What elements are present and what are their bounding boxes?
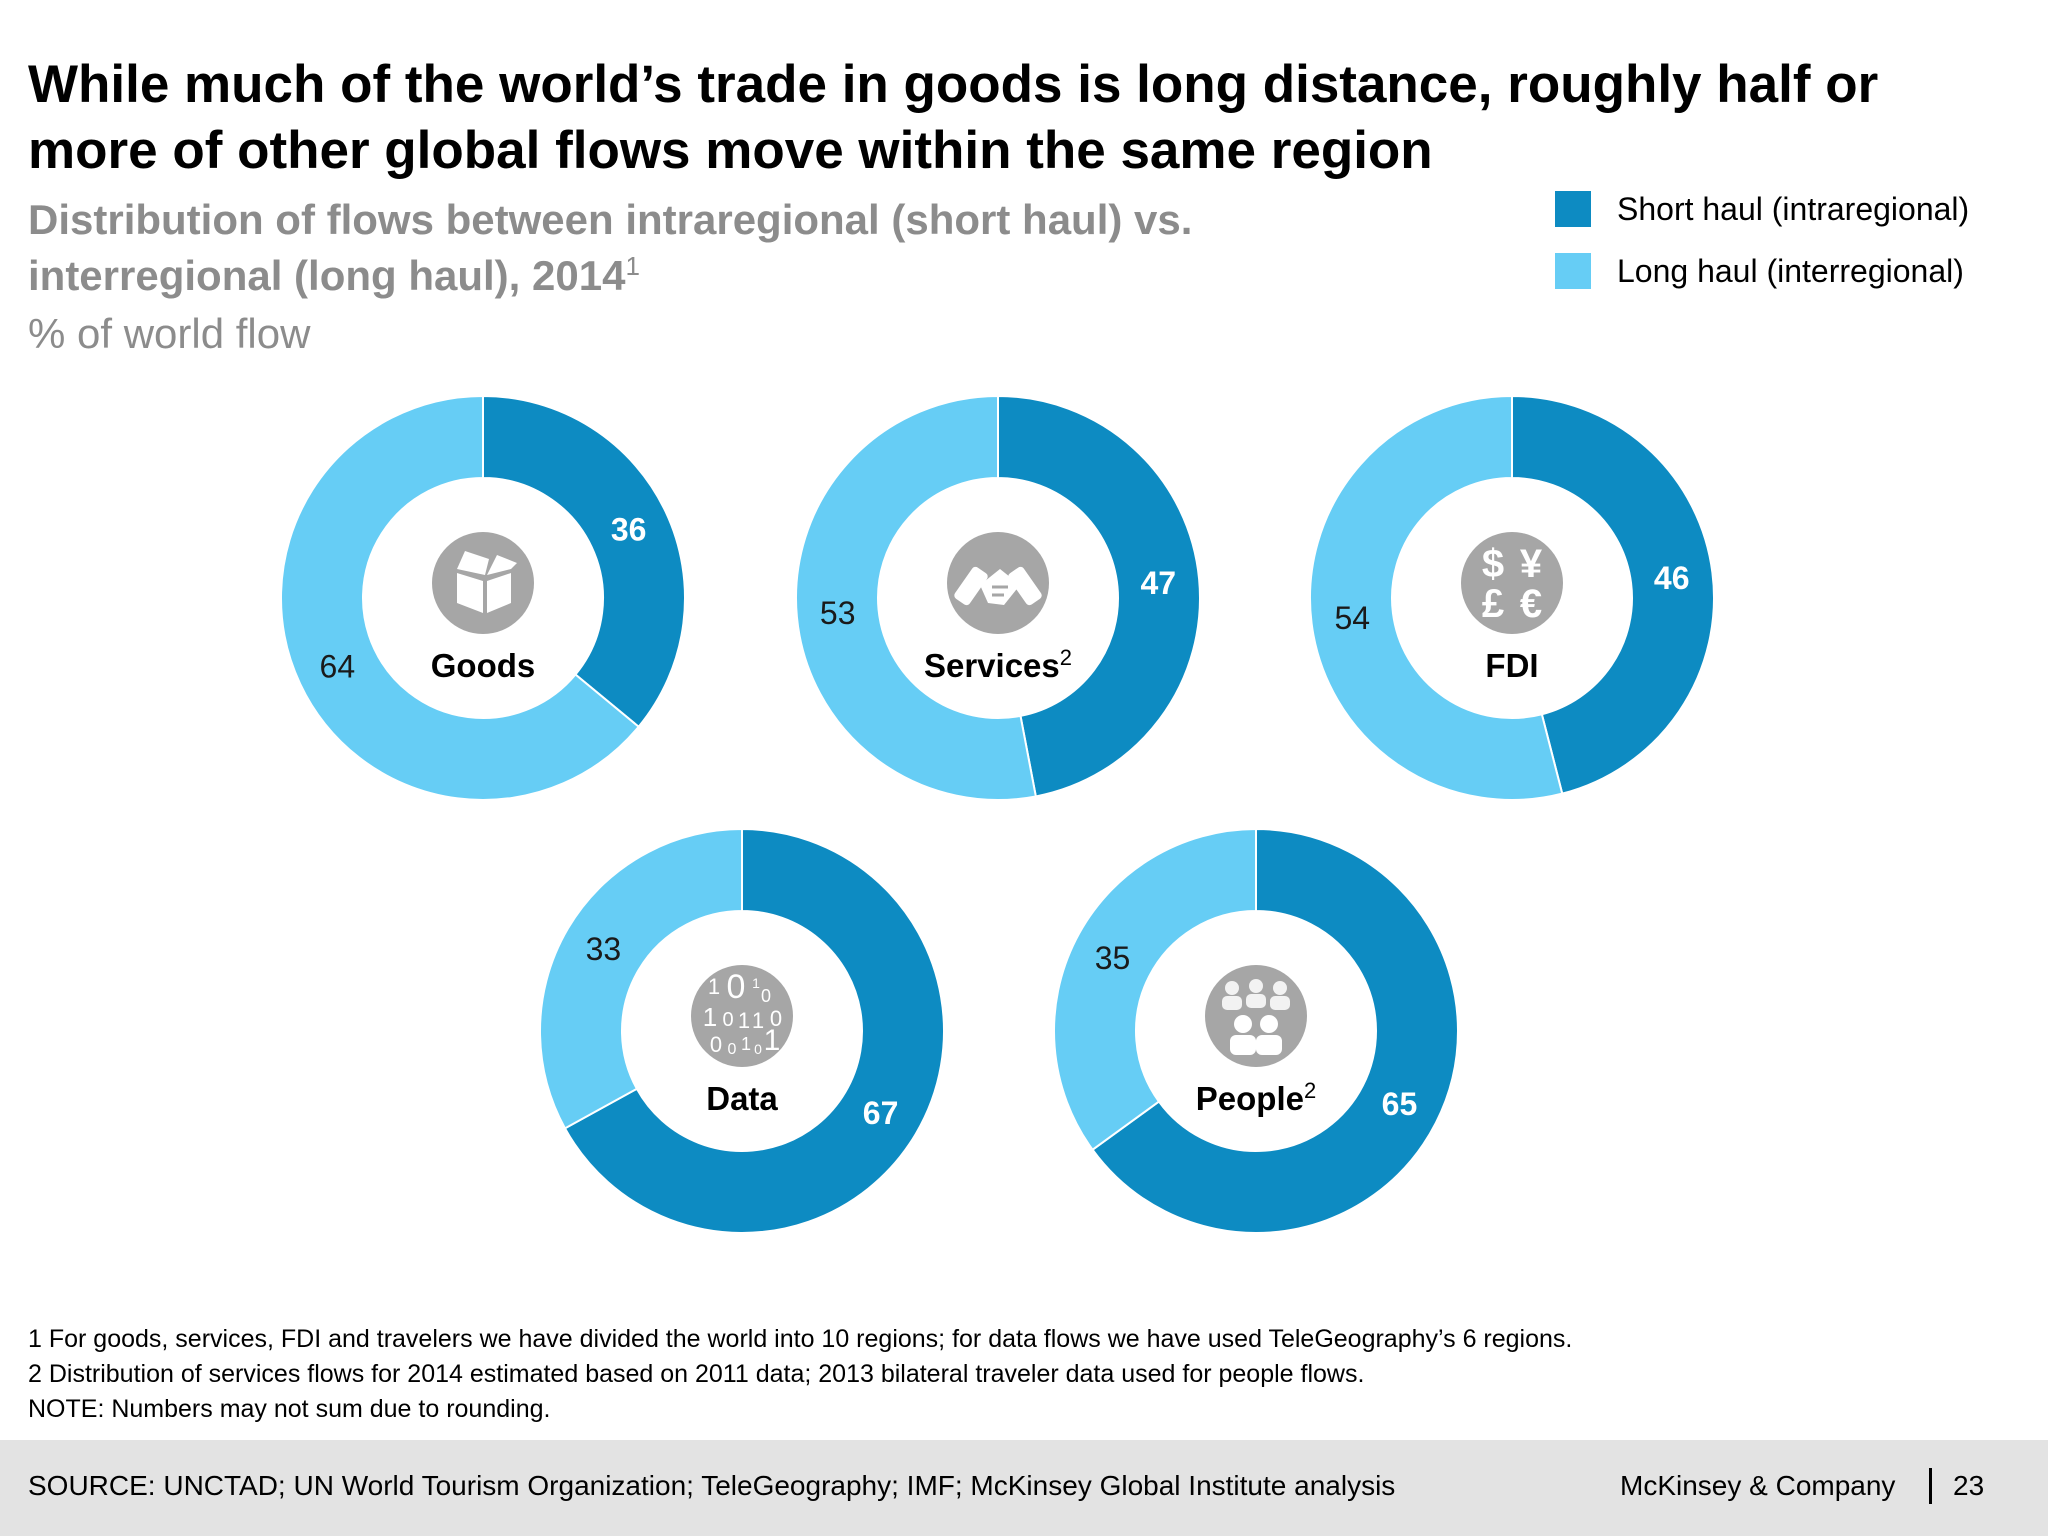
donut-people: 65 35 People2 [1053, 827, 1460, 1234]
slice-long-haul-fdi [1309, 394, 1564, 801]
slice-short-haul-services [997, 394, 1201, 798]
svg-text:¥: ¥ [1520, 542, 1543, 586]
svg-text:1: 1 [752, 975, 760, 991]
svg-text:0: 0 [761, 986, 771, 1006]
footnote-note: NOTE: Numbers may not sum due to roundin… [28, 1395, 551, 1423]
legend-swatch-long-haul [1555, 253, 1591, 289]
svg-text:1: 1 [708, 974, 720, 999]
donut-goods: 36 64 Goods [280, 394, 686, 801]
category-label-fdi: FDI [1485, 647, 1538, 684]
svg-text:1: 1 [741, 1034, 751, 1054]
svg-text:1: 1 [738, 1008, 750, 1033]
source-note: SOURCE: UNCTAD; UN World Tourism Organiz… [28, 1470, 1396, 1501]
svg-text:0: 0 [722, 1009, 733, 1031]
svg-text:1: 1 [764, 1024, 781, 1057]
category-label-data: Data [706, 1080, 778, 1117]
donut-services: 47 53 Services2 [795, 394, 1201, 801]
svg-text:0: 0 [727, 968, 746, 1006]
svg-text:£: £ [1482, 582, 1504, 626]
svg-text:0: 0 [728, 1041, 737, 1058]
svg-text:1: 1 [703, 1002, 717, 1032]
slice-long-haul-services [795, 394, 1038, 801]
currency-icon: $ ¥ £ € [1461, 532, 1563, 634]
value-short-haul-goods: 36 [611, 511, 647, 547]
slice-short-haul-fdi [1511, 394, 1715, 795]
footnote-2: 2 Distribution of services flows for 201… [28, 1360, 1365, 1388]
legend-item-short-haul: Short haul (intraregional) [1555, 190, 1969, 228]
category-label-services: Services2 [924, 645, 1072, 684]
legend-label-short-haul: Short haul (intraregional) [1617, 190, 1970, 227]
svg-text:1: 1 [752, 1008, 764, 1033]
svg-text:0: 0 [754, 1041, 762, 1057]
company-name: McKinsey & Company [1620, 1470, 1896, 1501]
svg-text:€: € [1520, 582, 1542, 626]
footer-bar: SOURCE: UNCTAD; UN World Tourism Organiz… [0, 1440, 2048, 1536]
people-icon [1205, 965, 1307, 1067]
legend-label-long-haul: Long haul (interregional) [1617, 252, 1964, 289]
footnotes: 1 For goods, services, FDI and travelers… [28, 1322, 2018, 1427]
page-title: While much of the world’s trade in goods… [28, 55, 1879, 180]
handshake-icon [947, 532, 1049, 634]
subtitle-text: Distribution of flows between intraregio… [28, 196, 1193, 299]
legend-swatch-short-haul [1555, 191, 1591, 227]
slice-long-haul-goods [280, 394, 641, 801]
footnote-1: 1 For goods, services, FDI and travelers… [28, 1325, 1573, 1353]
icon-badge [691, 965, 793, 1067]
svg-text:0: 0 [710, 1032, 722, 1057]
slice-short-haul-data [563, 827, 945, 1234]
chart-unit: % of world flow [28, 310, 311, 357]
value-short-haul-services: 47 [1140, 565, 1176, 601]
value-long-haul-people: 35 [1095, 940, 1131, 976]
slice-long-haul-data [539, 827, 743, 1130]
value-long-haul-goods: 64 [320, 649, 356, 685]
donut-fdi: 46 54 $ ¥ £ € FDI [1309, 394, 1715, 801]
value-long-haul-data: 33 [586, 931, 622, 967]
slice-short-haul-goods [482, 394, 686, 729]
slice-short-haul-people [1091, 827, 1460, 1234]
chart-subtitle: Distribution of flows between intraregio… [28, 192, 1428, 304]
legend: Short haul (intraregional) Long haul (in… [1555, 190, 1969, 314]
category-label-goods: Goods [431, 647, 536, 684]
value-short-haul-data: 67 [863, 1095, 899, 1131]
category-label-people: People2 [1196, 1078, 1316, 1117]
footer-separator [1929, 1468, 1932, 1504]
subtitle-footnote-marker: 1 [625, 251, 640, 281]
value-short-haul-people: 65 [1382, 1086, 1418, 1122]
svg-text:$: $ [1482, 542, 1504, 586]
value-long-haul-services: 53 [820, 595, 856, 631]
svg-text:0: 0 [770, 1006, 782, 1031]
box-icon [432, 532, 534, 634]
value-long-haul-fdi: 54 [1334, 600, 1370, 636]
page-number: 23 [1953, 1470, 1985, 1501]
binary-data-icon: 1 0 101 0 1 1 00 0 1 0 1 [691, 965, 793, 1067]
value-short-haul-fdi: 46 [1654, 560, 1690, 596]
slice-long-haul-people [1053, 827, 1257, 1152]
legend-item-long-haul: Long haul (interregional) [1555, 252, 1969, 290]
icon-badge [1461, 532, 1563, 634]
